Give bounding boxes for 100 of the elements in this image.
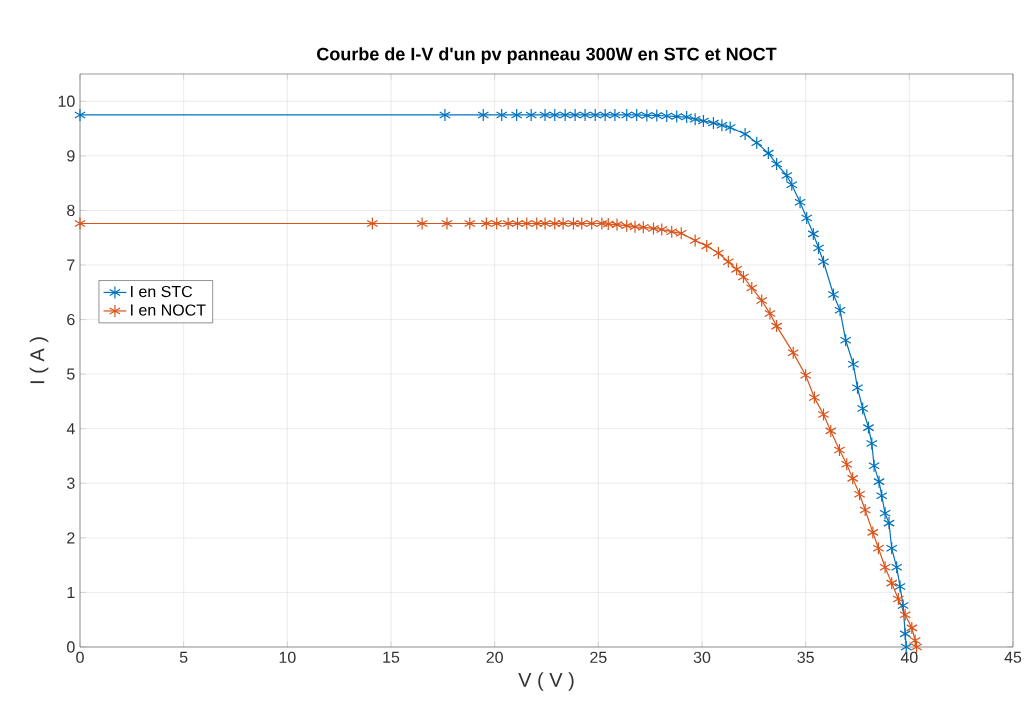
point xyxy=(856,401,869,416)
point xyxy=(839,333,852,347)
x-tick-label: 45 xyxy=(1004,651,1022,663)
point xyxy=(879,560,891,574)
point xyxy=(511,216,524,231)
point xyxy=(833,443,846,457)
y-tick-label: 6 xyxy=(67,313,75,326)
point xyxy=(800,211,813,225)
point xyxy=(530,216,543,231)
y-tick-label: 0 xyxy=(67,641,75,653)
point xyxy=(724,120,736,135)
y-tick-label: 2 xyxy=(67,532,75,544)
x-tick-label: 35 xyxy=(797,651,814,664)
x-tick-label: 0 xyxy=(76,651,84,664)
point xyxy=(812,241,825,255)
point xyxy=(510,108,523,122)
x-tick-label: 30 xyxy=(693,651,711,664)
point xyxy=(539,108,551,122)
point xyxy=(480,216,493,231)
point xyxy=(463,216,476,231)
point xyxy=(846,471,859,485)
point xyxy=(647,221,660,236)
point xyxy=(74,216,86,231)
point xyxy=(569,108,581,122)
point xyxy=(549,108,561,122)
point xyxy=(602,217,615,231)
point xyxy=(770,157,783,171)
point xyxy=(892,592,905,606)
point xyxy=(700,239,713,253)
point xyxy=(585,216,598,231)
point xyxy=(808,391,821,405)
point xyxy=(794,195,806,209)
point xyxy=(866,436,878,451)
point xyxy=(629,220,641,234)
y-tick-label: 3 xyxy=(67,477,75,489)
x-tick-label: 20 xyxy=(486,651,503,664)
point xyxy=(824,424,837,438)
point xyxy=(689,112,701,126)
point xyxy=(637,220,650,234)
x-tick-label: 40 xyxy=(900,651,918,664)
point xyxy=(873,475,885,489)
point xyxy=(750,136,763,150)
x-axis-title: V ( V ) xyxy=(518,672,574,691)
point xyxy=(867,525,879,539)
point xyxy=(680,110,693,124)
point xyxy=(853,487,866,501)
point xyxy=(559,108,571,122)
point xyxy=(894,579,906,594)
point xyxy=(755,293,768,308)
point xyxy=(707,116,720,130)
y-tick-label: 5 xyxy=(67,368,75,380)
point xyxy=(885,576,898,590)
x-tick-label: 15 xyxy=(383,651,400,663)
point xyxy=(521,216,533,231)
point xyxy=(630,108,643,122)
point xyxy=(716,118,728,132)
point xyxy=(745,281,758,295)
point xyxy=(851,381,864,395)
point xyxy=(549,216,561,231)
point xyxy=(651,108,663,123)
point xyxy=(575,216,588,231)
point xyxy=(502,216,514,231)
x-tick-label: 25 xyxy=(590,651,607,664)
point xyxy=(885,541,898,555)
point xyxy=(899,608,911,622)
point xyxy=(840,457,853,471)
point xyxy=(525,108,537,122)
point xyxy=(579,108,591,122)
point xyxy=(620,108,633,122)
point xyxy=(712,246,725,260)
point xyxy=(762,146,775,160)
point xyxy=(74,108,86,122)
point xyxy=(416,216,428,231)
point xyxy=(665,225,678,239)
point xyxy=(620,219,633,233)
x-tick-label: 5 xyxy=(179,651,188,663)
point xyxy=(827,287,840,302)
point xyxy=(897,598,909,613)
point xyxy=(906,621,918,635)
y-tick-label: 8 xyxy=(67,204,75,217)
point xyxy=(764,306,776,321)
legend-label: I en STC xyxy=(131,285,193,298)
point xyxy=(589,108,602,122)
y-tick-label: 9 xyxy=(67,150,75,162)
point xyxy=(611,218,623,232)
y-tick-label: 1 xyxy=(67,586,75,598)
y-axis-title: I ( A ) xyxy=(29,337,49,384)
point xyxy=(609,108,621,122)
point xyxy=(539,216,551,231)
legend-label: I en NOCT xyxy=(131,304,206,316)
point xyxy=(490,216,503,231)
point xyxy=(557,216,569,231)
point xyxy=(859,503,871,517)
point xyxy=(722,255,735,269)
point xyxy=(439,108,451,122)
point xyxy=(799,368,812,382)
point xyxy=(689,233,701,248)
point xyxy=(862,421,875,435)
point xyxy=(596,216,608,231)
point xyxy=(872,541,885,555)
